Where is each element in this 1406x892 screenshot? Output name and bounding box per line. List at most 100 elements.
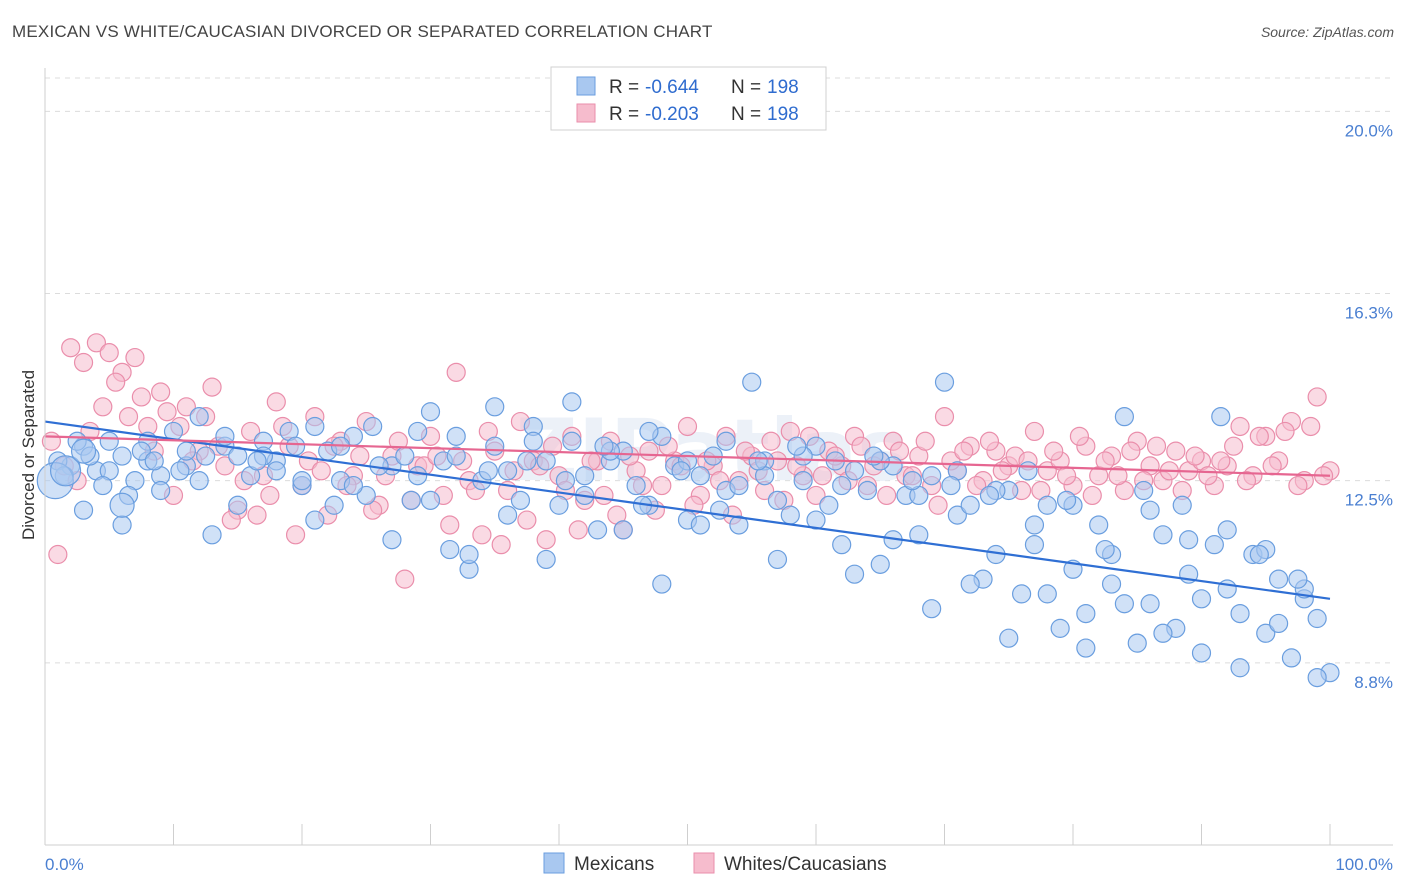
point-whites	[266, 392, 286, 412]
point-whites	[967, 475, 987, 496]
point-whites	[536, 530, 556, 550]
point-mexicans	[202, 525, 222, 545]
point-whites	[915, 431, 935, 451]
chart-title: MEXICAN VS WHITE/CAUCASIAN DIVORCED OR S…	[12, 22, 713, 41]
stats-legend: R = -0.644 N = 198 R = -0.203 N = 198	[550, 66, 827, 131]
point-mexicans	[363, 416, 383, 437]
point-whites	[202, 377, 222, 397]
point-mexicans	[690, 515, 710, 535]
point-mexicans	[857, 480, 878, 501]
point-whites	[472, 525, 492, 545]
point-mexicans	[420, 402, 441, 422]
point-whites	[99, 343, 119, 363]
point-mexicans	[960, 495, 980, 515]
point-whites	[241, 421, 261, 442]
point-mexicans	[170, 461, 190, 481]
series-legend-swatch-mexicans	[543, 852, 565, 874]
series-legend-label-mexicans: Mexicans	[574, 854, 654, 875]
point-mexicans	[408, 466, 428, 486]
point-mexicans	[716, 431, 736, 451]
point-mexicans	[1268, 613, 1289, 634]
point-mexicans	[549, 495, 569, 515]
point-mexicans	[613, 520, 633, 540]
point-mexicans	[1024, 535, 1045, 555]
point-whites	[131, 387, 151, 407]
point-mexicans	[498, 505, 518, 525]
point-mexicans	[934, 372, 955, 392]
point-mexicans	[112, 515, 132, 535]
series-legend: Mexicans Whites/Caucasians	[543, 852, 887, 875]
point-whites	[761, 431, 781, 451]
point-mexicans	[555, 471, 576, 491]
y-axis-label: Divorced or Separated	[19, 370, 38, 540]
point-whites	[1082, 485, 1102, 506]
trend-layer	[44, 420, 1331, 600]
point-mexicans	[356, 485, 376, 506]
point-mexicans	[228, 446, 248, 466]
point-mexicans	[536, 451, 556, 471]
point-mexicans	[1114, 594, 1135, 614]
point-mexicans	[343, 475, 363, 496]
point-whites	[851, 436, 871, 456]
point-whites	[86, 333, 107, 353]
axes-layer: 20.0% 16.3% 12.5% 8.8% 0.0% 100.0%	[44, 68, 1393, 874]
point-whites	[1024, 421, 1045, 442]
point-mexicans	[690, 466, 710, 486]
point-mexicans	[1037, 584, 1057, 604]
point-mexicans	[844, 461, 865, 481]
point-whites	[118, 407, 139, 427]
point-whites	[48, 544, 68, 565]
point-mexicans	[1172, 495, 1192, 515]
point-mexicans	[446, 426, 466, 446]
point-mexicans	[1179, 530, 1199, 550]
point-mexicans	[112, 446, 132, 466]
point-mexicans	[767, 549, 788, 570]
point-whites	[285, 525, 306, 545]
point-mexicans	[401, 490, 421, 510]
point-mexicans	[93, 475, 113, 496]
x-tick-label: 100.0%	[1335, 855, 1393, 874]
point-mexicans	[420, 490, 441, 510]
point-mexicans	[626, 475, 646, 496]
point-mexicans	[902, 471, 922, 491]
point-mexicans	[562, 431, 582, 451]
point-whites	[1211, 451, 1231, 471]
point-mexicans	[151, 480, 171, 501]
point-mexicans	[729, 475, 749, 496]
point-mexicans	[806, 510, 826, 530]
point-mexicans	[767, 490, 788, 510]
point-mexicans	[1230, 603, 1250, 624]
trend-line-whites	[44, 435, 1331, 477]
legend-swatch-whites	[576, 103, 596, 123]
point-whites	[1262, 456, 1282, 476]
point-whites	[812, 466, 833, 486]
point-mexicans	[109, 492, 135, 518]
point-whites	[1301, 416, 1321, 437]
point-whites	[395, 569, 415, 589]
point-mexicans	[1056, 490, 1077, 510]
legend-n-value-2: 198	[767, 104, 799, 125]
point-whites	[440, 515, 460, 535]
legend-n-label-1: N =	[731, 77, 761, 98]
point-mexicans	[1140, 594, 1160, 614]
y-tick-label: 8.8%	[1354, 673, 1393, 692]
point-whites	[1069, 426, 1090, 446]
point-mexicans	[1095, 539, 1115, 560]
point-mexicans	[1101, 574, 1122, 594]
point-mexicans	[1230, 658, 1250, 678]
point-mexicans	[305, 510, 325, 530]
point-mexicans	[1114, 407, 1135, 427]
point-mexicans	[1191, 589, 1212, 609]
point-mexicans	[639, 421, 659, 442]
point-mexicans	[292, 471, 312, 491]
point-mexicans	[960, 574, 980, 594]
point-mexicans	[742, 372, 762, 392]
point-mexicans	[510, 490, 531, 510]
legend-r-label-1: R =	[609, 77, 639, 98]
point-whites	[1224, 436, 1244, 456]
point-mexicans	[844, 564, 865, 584]
point-mexicans	[729, 515, 749, 535]
point-mexicans	[1089, 515, 1109, 535]
point-whites	[1236, 471, 1257, 491]
